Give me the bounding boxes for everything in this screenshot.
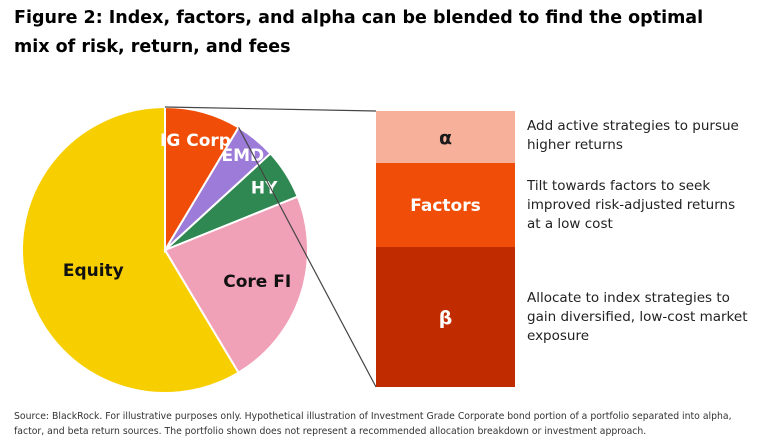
connector-lines [164,106,377,388]
pie-label-hy: HY [251,179,278,199]
connector-line-bottom [238,127,377,388]
bar-segment-factors [376,163,515,247]
pie-label-ig-corp: IG Corp [160,131,231,151]
description-factors: Tilt towards factors to seek improved ri… [527,178,736,232]
connector-line-top [164,106,377,112]
pie-label-core-fi: Core FI [223,272,291,292]
bar-label-factors: Factors [410,196,480,216]
stacked-bar: α Factors β [376,111,515,387]
pie-label-equity: Equity [63,261,124,281]
source-note: Source: BlackRock. For illustrative purp… [14,411,732,437]
bar-segment-beta [376,247,515,387]
bar-segment-alpha [376,111,515,163]
pie-slice-core-fi [163,195,309,375]
description-beta: Allocate to index strategies to gain div… [527,290,748,344]
chart-title: Figure 2: Index, factors, and alpha can … [14,8,704,57]
description-alpha: Add active strategies to pursue higher r… [527,118,739,153]
pie-label-emd: EMD [221,146,264,166]
pie-slice-equity [21,105,240,394]
bar-label-beta: β [439,307,453,329]
bar-label-alpha: α [439,127,452,149]
